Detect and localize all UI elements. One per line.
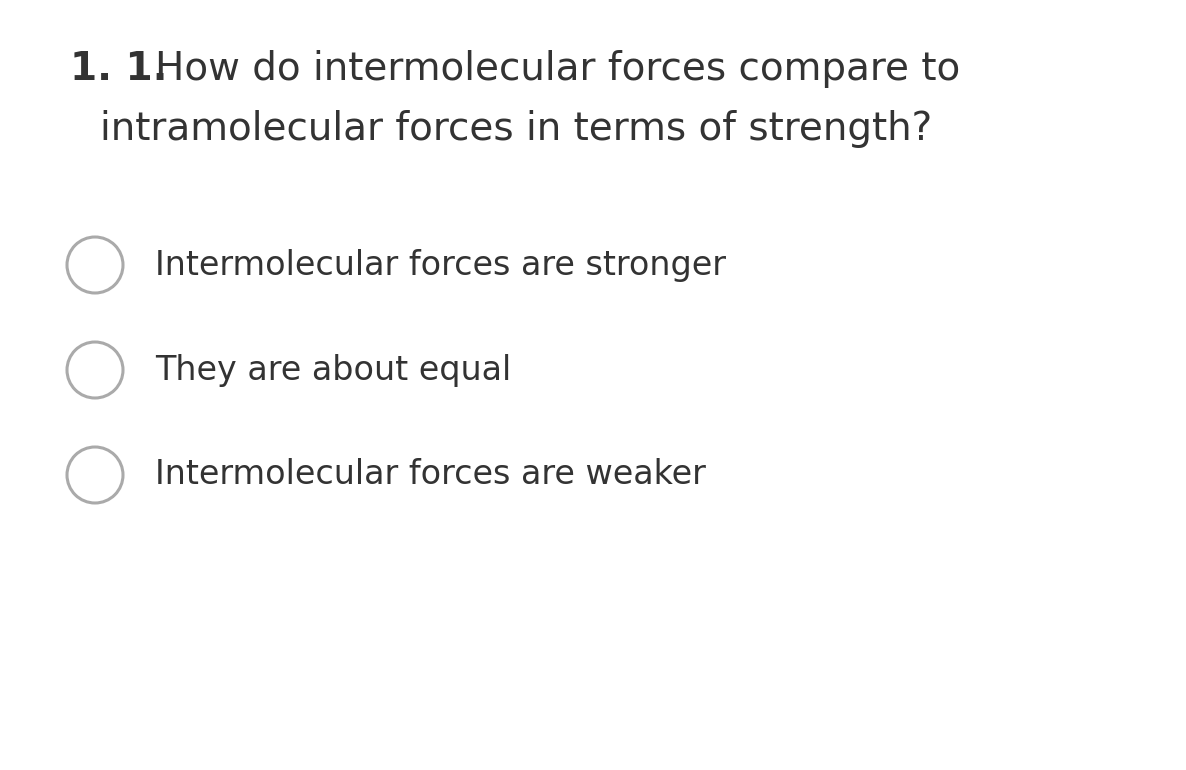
Text: Intermolecular forces are stronger: Intermolecular forces are stronger bbox=[155, 249, 726, 282]
Text: intramolecular forces in terms of strength?: intramolecular forces in terms of streng… bbox=[100, 110, 932, 148]
Text: How do intermolecular forces compare to: How do intermolecular forces compare to bbox=[155, 50, 961, 88]
Text: 1. 1.: 1. 1. bbox=[70, 50, 167, 88]
Text: Intermolecular forces are weaker: Intermolecular forces are weaker bbox=[155, 458, 706, 491]
Text: They are about equal: They are about equal bbox=[155, 353, 511, 387]
